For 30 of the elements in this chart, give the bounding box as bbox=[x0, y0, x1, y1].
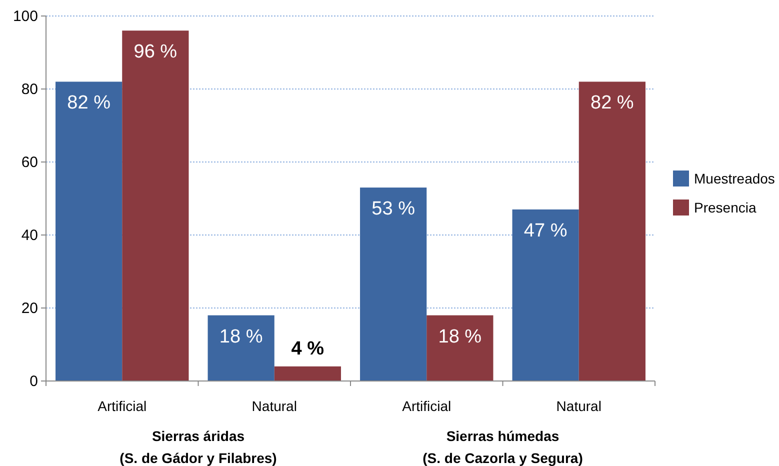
x-tick-label: Artificial bbox=[402, 398, 452, 414]
x-tick-label: Natural bbox=[556, 398, 602, 414]
data-label: 53 % bbox=[372, 198, 416, 220]
data-label: 96 % bbox=[134, 42, 178, 63]
data-label: 82 % bbox=[67, 92, 111, 114]
data-label: 47 % bbox=[524, 220, 568, 242]
x-tick-label: Artificial bbox=[98, 398, 147, 414]
y-tick-label: 100 bbox=[12, 8, 38, 25]
data-label: 4 % bbox=[291, 338, 324, 360]
bar bbox=[578, 82, 646, 381]
y-tick-label: 60 bbox=[21, 154, 38, 171]
data-label: 82 % bbox=[590, 92, 634, 114]
y-tick-label: 0 bbox=[30, 372, 38, 390]
legend-label: Muestreados bbox=[694, 170, 775, 186]
legend-label: Presencia bbox=[694, 200, 756, 216]
bar bbox=[426, 315, 494, 381]
y-tick-label: 20 bbox=[21, 300, 38, 317]
data-label: 18 % bbox=[438, 326, 482, 348]
x-tick-label: Natural bbox=[252, 398, 297, 414]
bar bbox=[56, 82, 122, 381]
text: Sierras húmedas (S. de Cazorla y Segura) bbox=[422, 428, 583, 466]
y-tick-label: 40 bbox=[21, 226, 38, 244]
bar bbox=[274, 366, 341, 381]
y-tick-label: 80 bbox=[21, 80, 38, 98]
bar bbox=[122, 30, 189, 381]
data-label: 18 % bbox=[219, 326, 263, 348]
bar bbox=[208, 315, 274, 381]
bar bbox=[360, 188, 427, 381]
bar bbox=[512, 209, 579, 381]
text: Sierras áridas (S. de Gádor y Filabres) bbox=[120, 428, 277, 466]
